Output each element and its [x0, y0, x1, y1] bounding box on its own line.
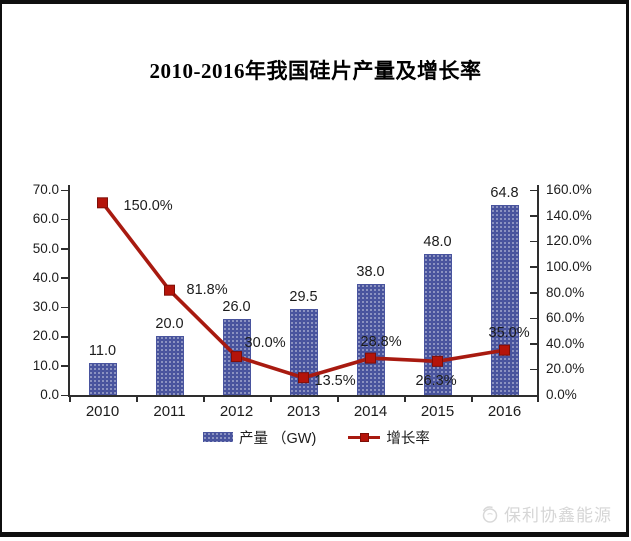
brand-watermark-text: 保利协鑫能源 [504, 506, 612, 525]
left-axis-tick-label: 70.0 [32, 182, 59, 197]
legend-label-production: 产量 （GW) [239, 430, 317, 447]
x-axis-tick [337, 395, 339, 402]
bar-2011 [155, 336, 184, 395]
bar-value-label: 38.0 [356, 263, 385, 280]
right-axis-tick-label: 0.0% [546, 387, 577, 402]
brand-watermark: 保利协鑫能源 [479, 501, 612, 526]
left-axis-tick-label: 40.0 [32, 269, 59, 285]
right-axis-tick [530, 343, 538, 345]
bar-2010 [88, 362, 117, 395]
x-axis-label: 2012 [219, 403, 254, 420]
x-axis-tick [69, 395, 71, 402]
x-axis-tick [203, 395, 205, 402]
growth-value-label: 150.0% [123, 197, 173, 214]
left-axis-tick-label: 30.0 [32, 299, 59, 315]
x-axis-tick [404, 395, 406, 402]
left-axis-tick [61, 277, 69, 279]
left-axis-tick [61, 394, 69, 397]
x-axis-label: 2011 [153, 403, 186, 420]
line-square-marker [164, 284, 175, 296]
x-axis-label: 2014 [353, 403, 388, 420]
growth-value-label: 35.0% [488, 325, 530, 342]
chart-legend: 产量 （GW) 增长率 [203, 427, 430, 447]
line-square-marker [97, 197, 108, 209]
x-axis-line [68, 395, 539, 397]
left-axis-line [68, 185, 70, 396]
legend-square-marker [360, 433, 370, 442]
x-axis-label: 2013 [286, 403, 321, 420]
right-axis-tick [530, 292, 538, 294]
right-axis-tick [530, 215, 538, 217]
left-axis-tick [61, 306, 69, 309]
right-axis-tick [530, 240, 538, 243]
left-axis-tick [61, 365, 69, 367]
growth-value-label: 26.3% [415, 373, 457, 390]
left-axis-tick-label: 60.0 [32, 211, 59, 227]
right-axis-tick-label: 160.0% [546, 182, 592, 197]
right-axis-tick-label: 60.0% [546, 310, 585, 326]
legend-label-growth: 增长率 [386, 430, 430, 447]
growth-value-label: 13.5% [314, 372, 356, 389]
left-axis-tick-label: 10.0 [32, 357, 59, 373]
right-axis-tick-label: 80.0% [546, 284, 585, 300]
left-axis-tick [61, 335, 69, 338]
left-axis-tick-label: 20.0 [32, 328, 59, 344]
bar-2013 [289, 308, 318, 395]
chart-title: 2010-2016年我国硅片产量及增长率 [149, 59, 482, 83]
x-axis-tick [537, 395, 539, 402]
x-axis-label: 2015 [420, 403, 455, 420]
left-axis-tick [61, 248, 69, 250]
x-axis-tick [136, 395, 138, 402]
bar-value-label: 64.8 [490, 185, 519, 202]
right-axis-tick-label: 40.0% [546, 335, 585, 351]
growth-value-label: 30.0% [244, 334, 286, 351]
right-axis-tick-label: 120.0% [546, 233, 592, 249]
x-axis-label: 2016 [487, 403, 522, 420]
right-axis-tick-label: 100.0% [546, 258, 592, 274]
right-axis-tick-label: 140.0% [546, 207, 592, 223]
x-axis-tick [471, 395, 473, 402]
left-axis-tick-label: 0.0 [40, 387, 59, 402]
right-axis-line [537, 185, 539, 396]
right-axis-tick [530, 317, 538, 320]
right-axis-tick [530, 394, 538, 397]
right-axis-tick [530, 266, 538, 268]
bar-value-label: 29.5 [289, 288, 318, 305]
bar-value-label: 26.0 [222, 298, 251, 315]
bar-value-label: 48.0 [423, 234, 452, 251]
bar-2016 [490, 205, 519, 395]
right-axis-tick-label: 20.0% [546, 361, 585, 377]
bar-value-label: 11.0 [88, 342, 117, 359]
left-axis-tick [61, 218, 69, 221]
legend-line-marker [348, 431, 381, 443]
x-axis-label: 2010 [85, 403, 120, 420]
right-axis-tick [530, 368, 538, 371]
swirl-logo-icon [482, 505, 498, 523]
growth-value-label: 81.8% [186, 282, 228, 299]
bar-2012 [222, 318, 251, 395]
left-axis-tick [61, 189, 69, 192]
legend-bar-swatch [203, 432, 233, 442]
right-axis-tick [530, 189, 538, 192]
left-axis-tick-label: 50.0 [32, 240, 59, 256]
bar-value-label: 20.0 [155, 316, 184, 333]
growth-value-label: 28.8% [360, 334, 402, 351]
x-axis-tick [270, 395, 272, 402]
